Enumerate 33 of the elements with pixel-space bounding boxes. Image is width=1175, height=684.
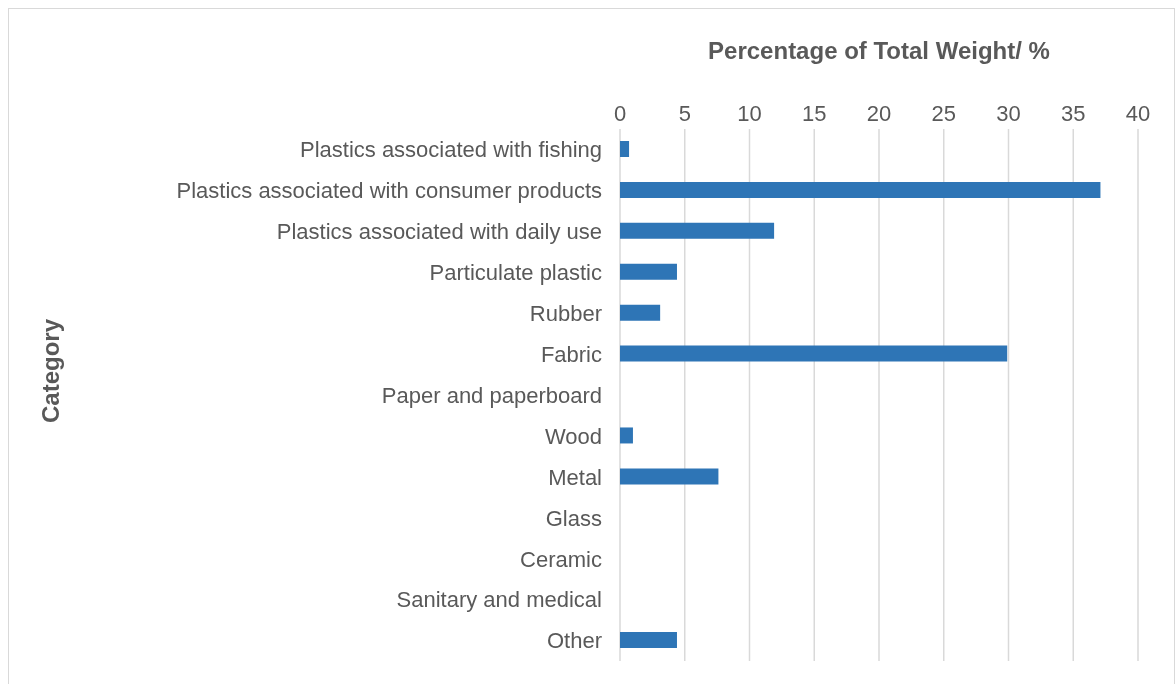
x-tick-label: 40 <box>1125 101 1151 126</box>
y-tick-label: Particulate plastic <box>429 260 602 286</box>
bar <box>620 181 1101 198</box>
y-tick-label: Plastics associated with consumer products <box>176 178 602 204</box>
x-tick-label: 20 <box>866 101 892 126</box>
y-tick-label: Ceramic <box>520 546 602 572</box>
bar <box>620 468 719 485</box>
y-tick-label: Fabric <box>540 341 602 367</box>
bar <box>620 345 1008 362</box>
bar <box>620 427 633 444</box>
y-tick-label: Plastics associated with daily use <box>276 219 602 245</box>
y-tick-label: Plastics associated with fishing <box>299 137 602 163</box>
y-tick-label: Wood <box>544 423 602 449</box>
x-tick-label: 0 <box>613 101 627 126</box>
bar <box>620 632 677 649</box>
x-tick-label: 15 <box>802 101 827 126</box>
x-axis-title: Percentage of Total Weight/ % <box>707 37 1051 65</box>
bar <box>620 141 630 157</box>
x-tick-label: 35 <box>1061 101 1086 126</box>
y-tick-label: Glass <box>545 505 602 531</box>
y-tick-label: Rubber <box>529 300 602 326</box>
y-tick-label: Metal <box>548 464 602 490</box>
bar <box>620 304 661 321</box>
bar <box>620 263 677 280</box>
x-tick-label: 25 <box>931 101 956 126</box>
x-tick-label: 30 <box>996 101 1021 126</box>
y-tick-label: Sanitary and medical <box>396 587 602 613</box>
x-tick-label: 5 <box>678 101 691 126</box>
x-tick-label: 10 <box>737 101 762 126</box>
bar <box>620 222 775 239</box>
y-axis-title: Category <box>37 318 65 424</box>
y-tick-label: Other <box>546 628 602 654</box>
y-tick-label: Paper and paperboard <box>381 382 602 408</box>
